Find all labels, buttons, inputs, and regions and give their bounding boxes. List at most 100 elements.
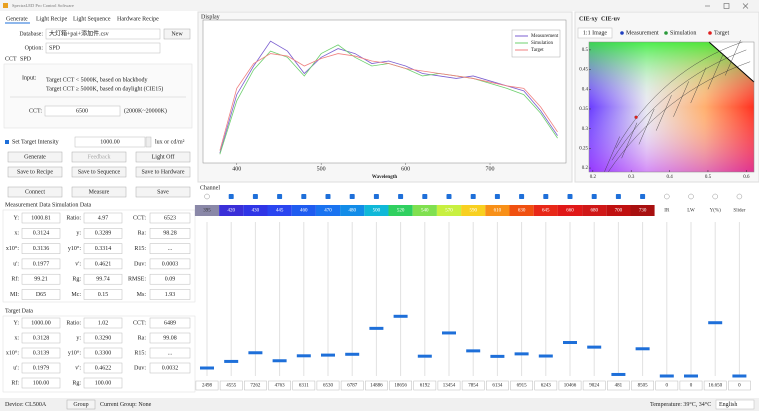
action-button[interactable] (7, 166, 63, 178)
channel-checkbox[interactable] (422, 194, 428, 199)
tab[interactable]: Generate (6, 16, 28, 22)
channel-checkbox[interactable] (736, 193, 743, 200)
channel-value: 6530 (323, 384, 334, 389)
channel-checkbox[interactable] (228, 194, 234, 199)
channel-value-box[interactable] (340, 380, 364, 391)
channel-value-box[interactable] (365, 380, 388, 391)
channel-value-box[interactable] (558, 380, 582, 391)
channel-value-box[interactable] (534, 380, 558, 391)
channel-value-box[interactable] (703, 380, 727, 391)
intensity-checkbox[interactable] (5, 140, 9, 144)
slider-handle[interactable] (611, 372, 626, 376)
channel-value-box[interactable] (461, 380, 485, 391)
tab[interactable]: Hardware Recipe (117, 16, 159, 22)
device-button[interactable] (135, 186, 191, 198)
cie-tab[interactable]: CIE-xy (579, 16, 598, 22)
database-select[interactable] (45, 28, 161, 40)
channel-checkbox[interactable] (640, 194, 646, 199)
data-tab[interactable]: Simulation Data (52, 202, 91, 208)
action-button[interactable] (71, 151, 127, 163)
channel-checkbox[interactable] (615, 194, 621, 199)
channel-checkbox[interactable] (591, 194, 597, 199)
channel-value-box[interactable] (244, 380, 267, 391)
channel-header (509, 205, 534, 216)
channel-value-box[interactable] (486, 380, 509, 391)
channel-value-box[interactable] (219, 380, 243, 391)
channel-checkbox[interactable] (470, 194, 476, 199)
device-button[interactable] (7, 186, 63, 198)
channel-checkbox[interactable] (277, 194, 283, 199)
slider-handle[interactable] (369, 326, 384, 330)
slider-handle[interactable] (659, 374, 674, 378)
slider-handle[interactable] (684, 374, 698, 378)
channel-checkbox[interactable] (688, 193, 694, 200)
channel-value-box[interactable] (631, 380, 654, 391)
language-select[interactable] (715, 399, 755, 410)
channel-value-box[interactable] (582, 380, 606, 391)
subtab[interactable]: SPD (20, 56, 32, 62)
slider-handle[interactable] (587, 345, 602, 349)
tab[interactable]: Light Recipe (36, 16, 67, 22)
channel-checkbox[interactable] (543, 194, 549, 199)
slider-handle[interactable] (635, 347, 650, 351)
slider-handle[interactable] (417, 354, 432, 358)
channel-checkbox[interactable] (398, 194, 404, 199)
channel-checkbox[interactable] (494, 194, 500, 199)
channel-value-box[interactable] (679, 380, 703, 391)
channel-value-box[interactable] (728, 380, 751, 391)
action-button[interactable] (7, 151, 63, 163)
slider-handle[interactable] (200, 366, 214, 370)
action-button[interactable] (135, 166, 191, 178)
group-button[interactable] (66, 399, 96, 410)
channel-value-box[interactable] (413, 380, 437, 391)
slider-handle[interactable] (563, 341, 577, 345)
slider-handle[interactable] (708, 321, 723, 325)
channel-checkbox[interactable] (446, 194, 452, 199)
channel-checkbox[interactable] (325, 194, 331, 199)
cie-tab[interactable]: CIE-uv (601, 16, 620, 22)
slider-handle[interactable] (514, 352, 529, 356)
device-button[interactable] (71, 186, 127, 198)
channel-value-box[interactable] (316, 380, 340, 391)
cct-input[interactable] (44, 105, 121, 117)
slider-handle[interactable] (345, 352, 360, 356)
data-tab[interactable]: Measurement Data (5, 202, 51, 208)
slider-handle[interactable] (248, 351, 263, 355)
channel-checkbox[interactable] (349, 194, 355, 199)
channel-value-box[interactable] (389, 380, 412, 391)
channel-value-box[interactable] (268, 380, 291, 391)
option-select[interactable] (45, 42, 161, 54)
slider-handle[interactable] (538, 354, 553, 358)
intensity-input[interactable] (74, 136, 146, 148)
slider-handle[interactable] (490, 354, 505, 358)
channel-value-box[interactable] (437, 380, 461, 391)
channel-checkbox[interactable] (301, 194, 307, 199)
channel-checkbox[interactable] (519, 194, 525, 199)
channel-value-box[interactable] (607, 380, 630, 391)
image-toggle[interactable] (577, 27, 613, 39)
slider-handle[interactable] (393, 314, 408, 318)
tab[interactable]: Light Sequence (73, 16, 111, 22)
channel-checkbox[interactable] (567, 194, 573, 199)
channel-checkbox[interactable] (252, 194, 258, 199)
action-button[interactable] (71, 166, 127, 178)
slider-handle[interactable] (272, 359, 287, 363)
slider-handle[interactable] (296, 354, 311, 358)
slider-handle[interactable] (224, 359, 239, 363)
channel-value-box[interactable] (510, 380, 533, 391)
slider-handle[interactable] (732, 374, 747, 378)
slider-handle[interactable] (321, 353, 335, 357)
slider-handle[interactable] (466, 349, 481, 353)
channel-value-box[interactable] (195, 380, 219, 391)
slider-handle[interactable] (442, 331, 456, 335)
spinner[interactable] (145, 136, 152, 148)
subtab[interactable]: CCT (5, 56, 17, 62)
channel-value-box[interactable] (655, 380, 679, 391)
channel-value-box[interactable] (292, 380, 316, 391)
channel-checkbox[interactable] (664, 193, 670, 200)
channel-checkbox[interactable] (373, 194, 379, 199)
new-button[interactable] (163, 28, 191, 40)
action-button[interactable] (135, 151, 191, 163)
channel-checkbox[interactable] (204, 193, 210, 200)
channel-checkbox[interactable] (712, 193, 718, 200)
